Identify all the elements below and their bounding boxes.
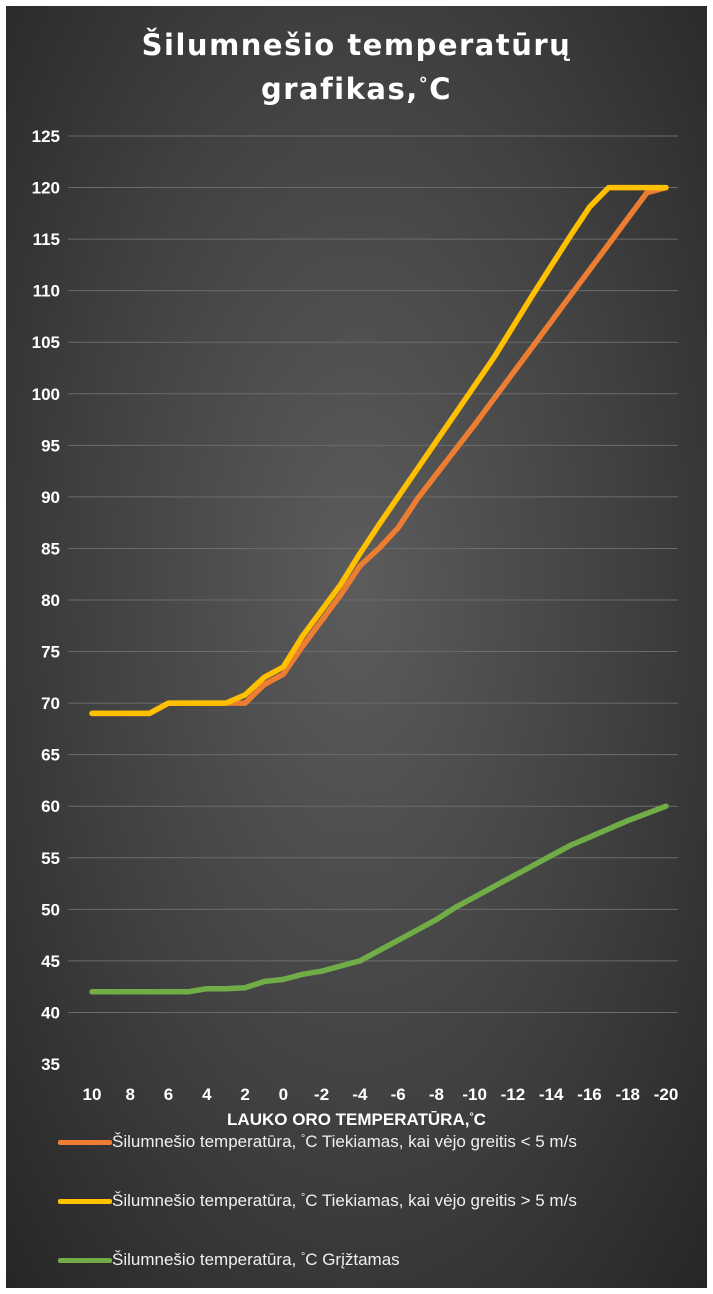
degree-sign: ° [300, 1132, 306, 1145]
x-tick-label: -18 [615, 1085, 640, 1104]
x-tick-label: 0 [279, 1085, 288, 1104]
y-tick-label: 105 [32, 333, 60, 352]
y-tick-label: 75 [41, 643, 60, 662]
y-tick-label: 120 [32, 179, 60, 198]
x-tick-label: -16 [577, 1085, 602, 1104]
x-tick-label: -14 [539, 1085, 564, 1104]
chart-title-unit: °C [418, 72, 453, 106]
x-tick-label: -2 [314, 1085, 329, 1104]
x-tick-label: 10 [83, 1085, 102, 1104]
y-tick-label: 35 [41, 1055, 60, 1074]
legend-swatch-orange [58, 1139, 112, 1145]
legend-label: Šilumnešio temperatūra, °C Grįžtamas [112, 1250, 400, 1269]
degree-sign: ° [418, 74, 430, 96]
legend-label: Šilumnešio temperatūra, °C Tiekiamas, ka… [112, 1132, 577, 1151]
degree-sign: ° [469, 1110, 474, 1123]
x-tick-label: 6 [164, 1085, 173, 1104]
chart-title-line-1: Šilumnešio temperatūrų [141, 28, 572, 62]
y-tick-label: 85 [41, 539, 60, 558]
x-tick-label: -12 [501, 1085, 526, 1104]
x-axis-label: LAUKO ORO TEMPERATŪRA,°C [6, 1110, 707, 1130]
legend-swatch-yellow [58, 1198, 112, 1204]
x-tick-label: -10 [462, 1085, 487, 1104]
line-chart-plot: 3540455055606570758085909510010511011512… [32, 127, 679, 1104]
x-tick-label: -20 [654, 1085, 679, 1104]
y-tick-label: 70 [41, 694, 60, 713]
x-tick-label: 2 [240, 1085, 249, 1104]
x-axis-label-text: LAUKO ORO TEMPERATŪRA, [227, 1110, 470, 1129]
x-axis-label-unit: °C [469, 1110, 486, 1129]
chart: Šilumnešio temperatūrų grafikas,°C 35 40 4… [6, 6, 707, 1288]
legend-entry-supply-low-wind: Šilumnešio temperatūra, °C Tiekiamas, ka… [58, 1130, 577, 1154]
degree-sign: ° [300, 1250, 306, 1263]
y-tick-label: 95 [41, 436, 60, 455]
series-line-0 [89, 184, 669, 717]
chart-title-text: grafikas, [260, 72, 419, 106]
y-tick-label: 80 [41, 591, 60, 610]
legend-entry-supply-high-wind: Šilumnešio temperatūra, °C Tiekiamas, ka… [58, 1189, 577, 1213]
y-tick-label: 115 [33, 230, 60, 249]
y-tick-label: 40 [41, 1003, 60, 1022]
y-tick-label: 55 [41, 849, 60, 868]
legend-label: Šilumnešio temperatūra, °C Tiekiamas, ka… [112, 1191, 577, 1210]
x-tick-label: 8 [126, 1085, 135, 1104]
y-tick-label: 110 [33, 282, 60, 301]
y-tick-label: 90 [41, 488, 60, 507]
series-line-1 [89, 184, 669, 717]
x-tick-label: -6 [391, 1085, 406, 1104]
y-tick-label: 125 [32, 127, 60, 146]
x-tick-label: -4 [352, 1085, 368, 1104]
series-line-2 [89, 803, 669, 995]
y-tick-label: 60 [41, 797, 60, 816]
chart-title-line-2: grafikas,°C [6, 72, 707, 106]
legend-swatch-green [58, 1257, 112, 1263]
y-tick-label: 100 [32, 385, 60, 404]
x-tick-label: 4 [202, 1085, 212, 1104]
y-tick-label: 45 [41, 952, 60, 971]
y-tick-label: 50 [41, 900, 60, 919]
degree-sign: ° [300, 1191, 306, 1204]
legend-entry-return: Šilumnešio temperatūra, °C Grįžtamas [58, 1248, 400, 1272]
y-tick-label: 65 [41, 746, 60, 765]
x-tick-label: -8 [429, 1085, 444, 1104]
